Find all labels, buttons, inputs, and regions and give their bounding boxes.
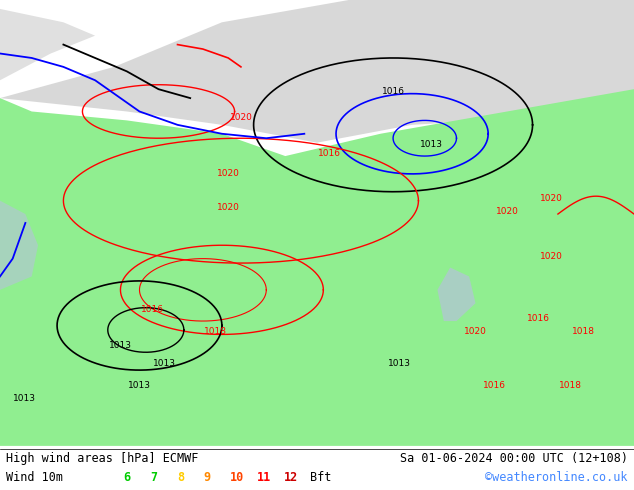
Text: 1013: 1013 [420,140,443,149]
Text: 1018: 1018 [572,327,595,337]
Text: 7: 7 [150,471,157,484]
Polygon shape [0,9,95,80]
Text: ©weatheronline.co.uk: ©weatheronline.co.uk [485,471,628,484]
Text: Bft: Bft [310,471,332,484]
Text: 10: 10 [230,471,244,484]
Polygon shape [0,0,634,143]
Text: 1020: 1020 [464,327,487,337]
Text: 1020: 1020 [230,113,252,122]
Text: 11: 11 [257,471,271,484]
Text: 1020: 1020 [540,194,563,203]
Text: 1013: 1013 [388,359,411,368]
Polygon shape [437,268,476,321]
Text: High wind areas [hPa] ECMWF: High wind areas [hPa] ECMWF [6,452,198,465]
Text: 1013: 1013 [128,381,151,390]
Text: 1013: 1013 [13,394,36,403]
Text: 1018: 1018 [204,327,227,337]
Text: 1020: 1020 [217,202,240,212]
Text: 1013: 1013 [153,359,176,368]
Text: 9: 9 [204,471,210,484]
Text: 6: 6 [124,471,131,484]
Text: 1020: 1020 [496,207,519,216]
Text: 12: 12 [283,471,297,484]
Polygon shape [0,89,634,446]
Text: 1016: 1016 [382,87,404,96]
Text: 1018: 1018 [559,381,582,390]
Text: 1016: 1016 [318,149,341,158]
Text: 1016: 1016 [483,381,506,390]
Polygon shape [0,201,38,290]
Text: Wind 10m: Wind 10m [6,471,63,484]
Text: 1016: 1016 [141,305,164,314]
Text: 1020: 1020 [540,252,563,261]
Text: 1016: 1016 [527,314,550,323]
Text: Sa 01-06-2024 00:00 UTC (12+108): Sa 01-06-2024 00:00 UTC (12+108) [399,452,628,465]
Text: 8: 8 [177,471,184,484]
Text: 1013: 1013 [109,341,132,350]
Text: 1020: 1020 [217,169,240,178]
